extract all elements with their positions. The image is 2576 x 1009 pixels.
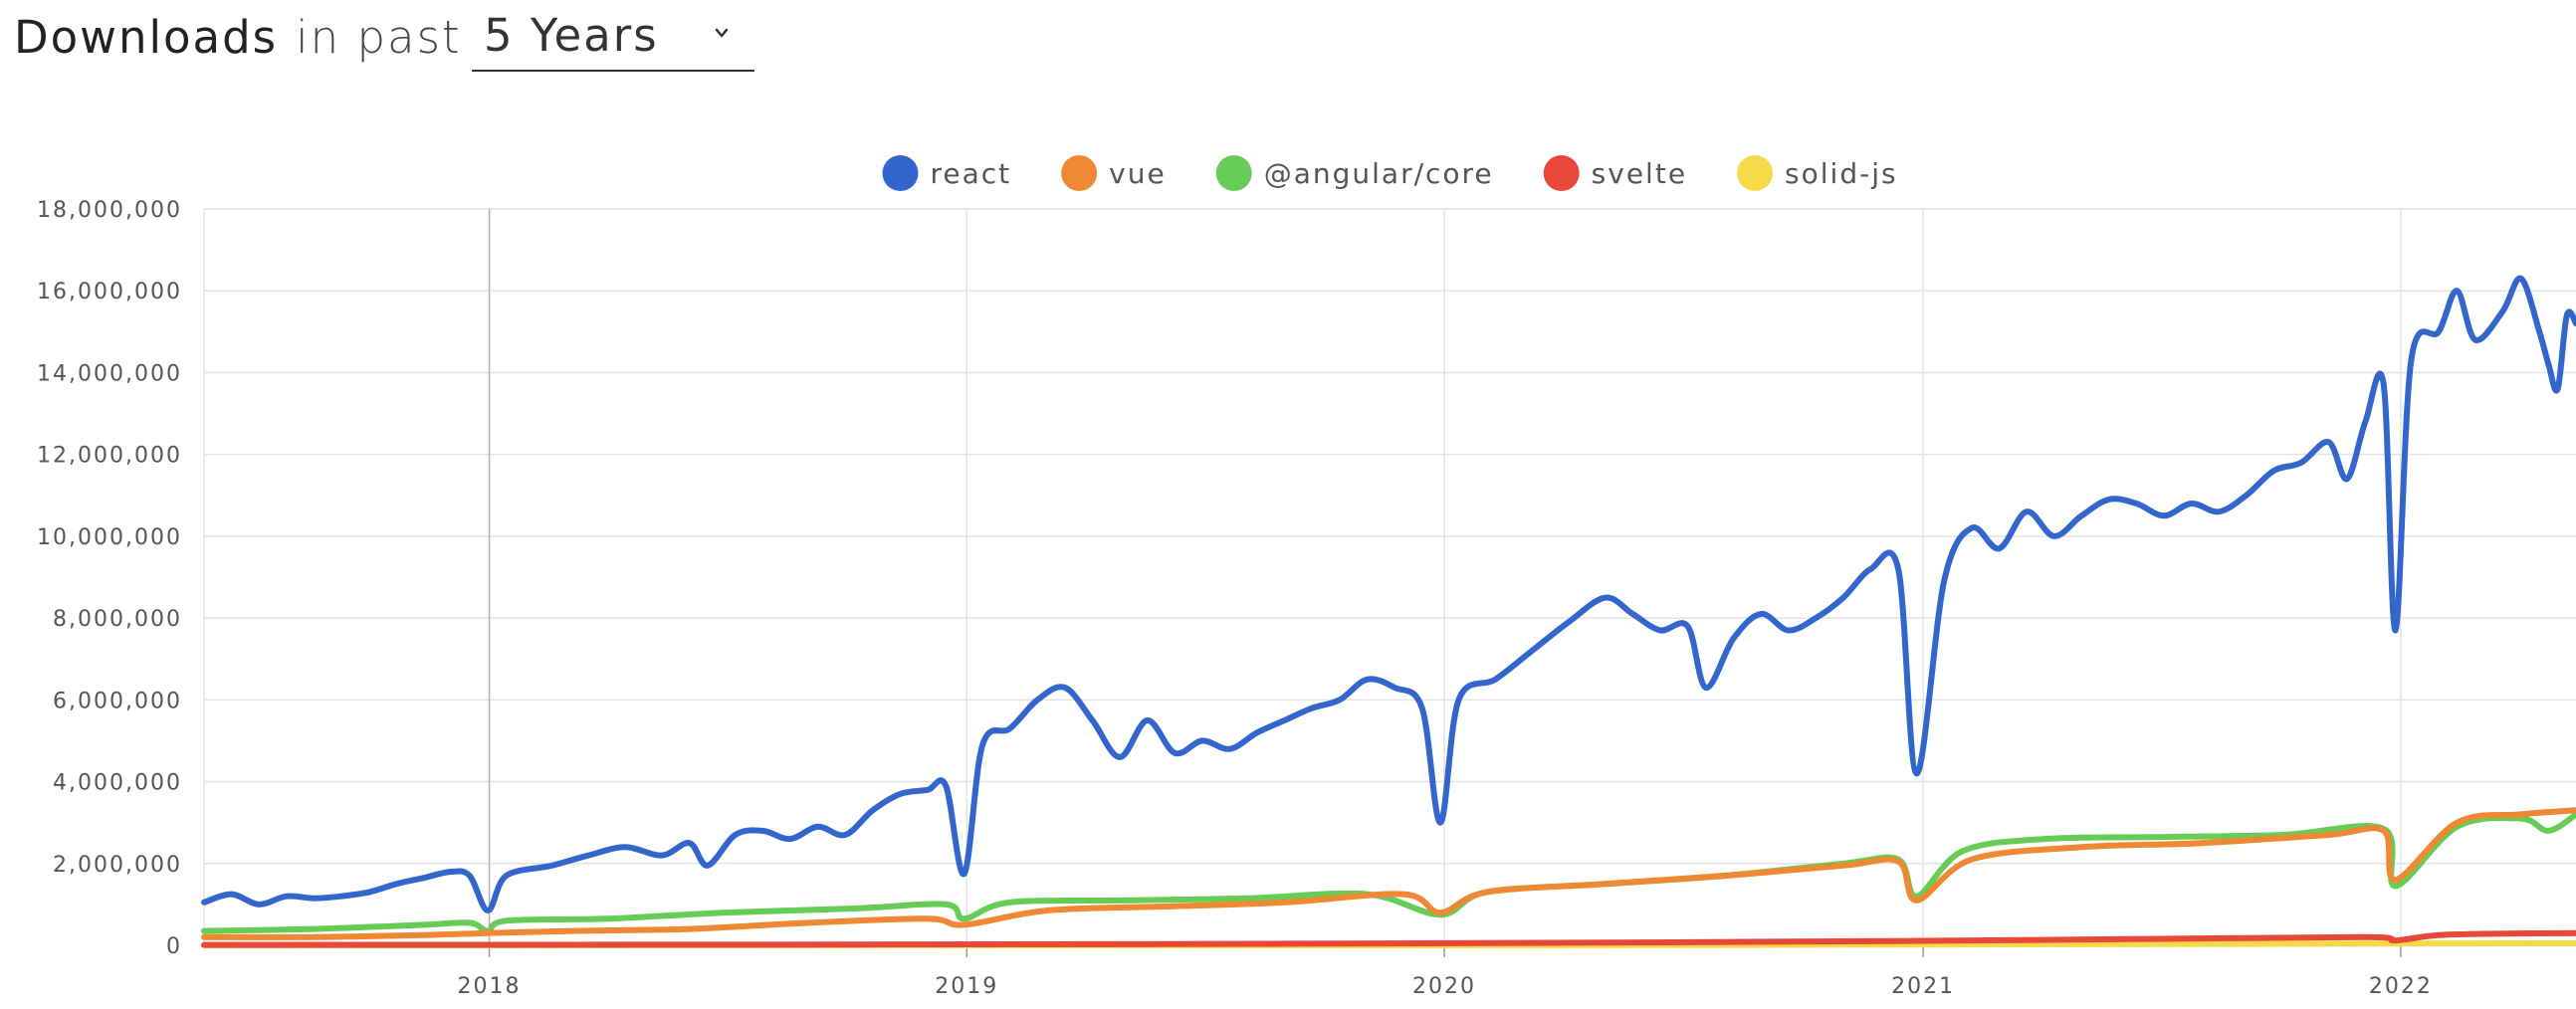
legend-marker-vue — [1061, 155, 1098, 191]
y-tick-label: 12,000,000 — [37, 444, 182, 469]
y-tick-label: 8,000,000 — [53, 607, 182, 632]
title-downloads: Downloads — [14, 10, 279, 64]
y-tick-label: 10,000,000 — [37, 525, 182, 550]
legend-label-solid-js: solid-js — [1785, 157, 1898, 190]
series-line-vue — [201, 807, 2576, 940]
period-select-value: 5 Years — [484, 8, 659, 62]
legend-label-svelte: svelte — [1592, 157, 1687, 190]
x-tick-label: 2022 — [2369, 974, 2433, 999]
legend-marker-angular-core — [1215, 155, 1252, 191]
legend-marker-react — [882, 155, 919, 191]
legend-marker-solid-js — [1737, 155, 1774, 191]
series-line-angular-core — [201, 811, 2576, 934]
chart-series — [201, 275, 2576, 949]
x-tick-label: 2019 — [935, 974, 998, 999]
period-select[interactable]: 5 Years — [472, 0, 754, 72]
y-tick-label: 2,000,000 — [53, 853, 182, 878]
chart-legend: react vue @angular/core svelte solid-js — [882, 155, 1898, 191]
title-in-past: in past — [296, 10, 462, 64]
y-tick-label: 14,000,000 — [37, 361, 182, 386]
series-line-svelte — [201, 929, 2576, 948]
y-tick-label: 4,000,000 — [53, 771, 182, 796]
y-axis-ticks: 0 2,000,000 4,000,000 6,000,000 8,000,000 10,… — [37, 198, 182, 959]
x-axis-ticks: 2018 2019 2020 2021 2022 — [458, 974, 2433, 999]
y-tick-label: 0 — [166, 934, 182, 959]
legend-label-angular-core: @angular/core — [1264, 157, 1494, 190]
header: Downloads in past — [14, 0, 462, 74]
x-tick-label: 2018 — [458, 974, 522, 999]
chevron-down-icon — [711, 22, 733, 48]
legend-label-vue: vue — [1109, 157, 1167, 190]
x-tick-label: 2020 — [1412, 974, 1476, 999]
y-tick-label: 16,000,000 — [37, 280, 182, 304]
legend-label-react: react — [931, 157, 1012, 190]
x-tick-label: 2021 — [1891, 974, 1955, 999]
y-tick-label: 6,000,000 — [53, 689, 182, 713]
series-line-react — [201, 275, 2576, 914]
y-tick-label: 18,000,000 — [37, 198, 182, 223]
legend-marker-svelte — [1543, 155, 1580, 191]
